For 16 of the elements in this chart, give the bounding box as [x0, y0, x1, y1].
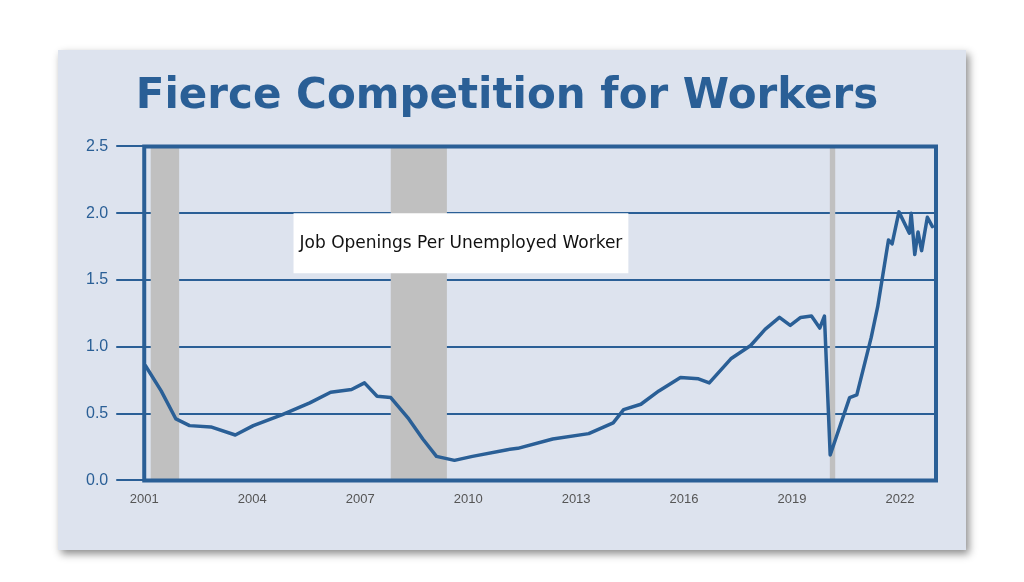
- y-tick-label: 0.5: [85, 404, 109, 422]
- x-tick-label: 2022: [885, 490, 915, 506]
- y-tick-label: 0.0: [85, 470, 109, 488]
- x-tick-label: 2004: [237, 490, 267, 506]
- y-tick-label: 1.5: [85, 270, 109, 288]
- annotation: Job Openings Per Unemployed Worker: [298, 231, 623, 252]
- x-tick-label: 2013: [561, 490, 591, 506]
- y-tick-label: 2.5: [85, 136, 109, 154]
- y-tick-label: 2.0: [85, 203, 109, 221]
- x-tick-label: 2019: [777, 490, 807, 506]
- chart-title: Fierce Competition for Workers: [135, 69, 879, 119]
- x-tick-label: 2007: [345, 490, 375, 506]
- x-tick-label: 2016: [669, 490, 699, 506]
- x-tick-label: 2010: [453, 490, 483, 506]
- y-tick-label: 1.0: [85, 337, 109, 355]
- x-tick-label: 2001: [129, 490, 159, 506]
